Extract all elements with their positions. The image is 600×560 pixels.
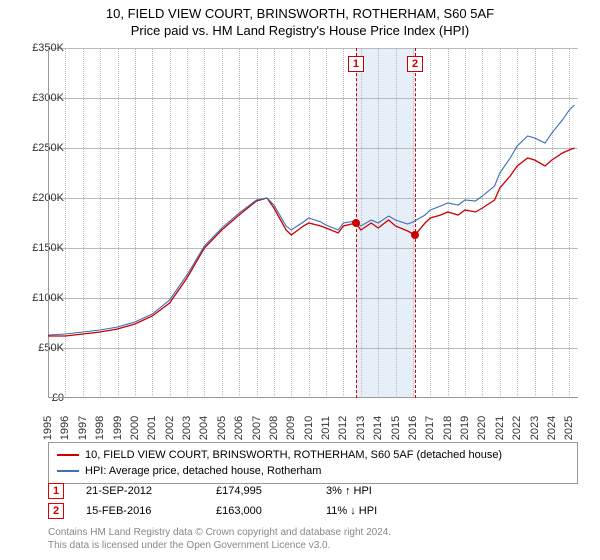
x-tick-label: 2023	[529, 416, 541, 440]
footer-line1: Contains HM Land Registry data © Crown c…	[48, 526, 578, 539]
event-marker-dot	[352, 219, 360, 227]
x-tick-label: 2011	[320, 416, 332, 440]
event-delta-2: 11% ↓ HPI	[326, 505, 476, 517]
x-tick-label: 2012	[337, 416, 349, 440]
event-marker-dot	[411, 231, 419, 239]
legend-swatch-1	[57, 470, 79, 472]
series-line	[48, 148, 575, 336]
events-row-1: 1 21-SEP-2012 £174,995 3% ↑ HPI	[48, 482, 578, 500]
event-date-1: 21-SEP-2012	[86, 485, 216, 497]
x-tick-label: 2010	[303, 416, 315, 440]
x-tick-label: 1996	[59, 416, 71, 440]
x-tick-label: 2009	[285, 416, 297, 440]
chart-container: 10, FIELD VIEW COURT, BRINSWORTH, ROTHER…	[0, 0, 600, 560]
x-tick-label: 2003	[181, 416, 193, 440]
x-tick-label: 2014	[372, 416, 384, 440]
x-tick-label: 2006	[233, 416, 245, 440]
footer-line2: This data is licensed under the Open Gov…	[48, 539, 578, 552]
series-lines	[48, 48, 578, 398]
x-tick-label: 2005	[216, 416, 228, 440]
x-tick-label: 2024	[546, 416, 558, 440]
title-line1: 10, FIELD VIEW COURT, BRINSWORTH, ROTHER…	[0, 6, 600, 21]
event-box-1: 1	[48, 483, 64, 499]
event-box-2: 2	[48, 503, 64, 519]
x-tick-label: 2004	[198, 416, 210, 440]
events-row-2: 2 15-FEB-2016 £163,000 11% ↓ HPI	[48, 502, 578, 520]
x-tick-label: 2002	[164, 416, 176, 440]
x-tick-label: 1998	[94, 416, 106, 440]
x-tick-label: 2018	[442, 416, 454, 440]
footer: Contains HM Land Registry data © Crown c…	[48, 526, 578, 552]
x-tick-label: 2001	[146, 416, 158, 440]
x-tick-label: 2007	[251, 416, 263, 440]
legend-label-0: 10, FIELD VIEW COURT, BRINSWORTH, ROTHER…	[85, 449, 502, 461]
x-tick-label: 2008	[268, 416, 280, 440]
title-block: 10, FIELD VIEW COURT, BRINSWORTH, ROTHER…	[0, 0, 600, 38]
x-tick-label: 2020	[476, 416, 488, 440]
legend-label-1: HPI: Average price, detached house, Roth…	[85, 465, 321, 477]
x-tick-label: 1995	[42, 416, 54, 440]
legend-swatch-0	[57, 454, 79, 456]
legend-row-0: 10, FIELD VIEW COURT, BRINSWORTH, ROTHER…	[57, 447, 569, 463]
event-price-2: £163,000	[216, 505, 326, 517]
x-tick-label: 1999	[112, 416, 124, 440]
x-tick-label: 2025	[563, 416, 575, 440]
event-date-2: 15-FEB-2016	[86, 505, 216, 517]
x-tick-label: 2017	[424, 416, 436, 440]
legend-row-1: HPI: Average price, detached house, Roth…	[57, 463, 569, 479]
x-tick-label: 2013	[355, 416, 367, 440]
x-tick-label: 2016	[407, 416, 419, 440]
title-line2: Price paid vs. HM Land Registry's House …	[0, 23, 600, 38]
event-delta-1: 3% ↑ HPI	[326, 485, 476, 497]
x-tick-label: 1997	[77, 416, 89, 440]
x-tick-label: 2021	[494, 416, 506, 440]
x-tick-label: 2022	[511, 416, 523, 440]
series-line	[48, 105, 575, 335]
x-tick-label: 2000	[129, 416, 141, 440]
events-table: 1 21-SEP-2012 £174,995 3% ↑ HPI 2 15-FEB…	[48, 482, 578, 522]
x-tick-label: 2019	[459, 416, 471, 440]
legend: 10, FIELD VIEW COURT, BRINSWORTH, ROTHER…	[48, 442, 578, 484]
event-price-1: £174,995	[216, 485, 326, 497]
x-tick-label: 2015	[390, 416, 402, 440]
